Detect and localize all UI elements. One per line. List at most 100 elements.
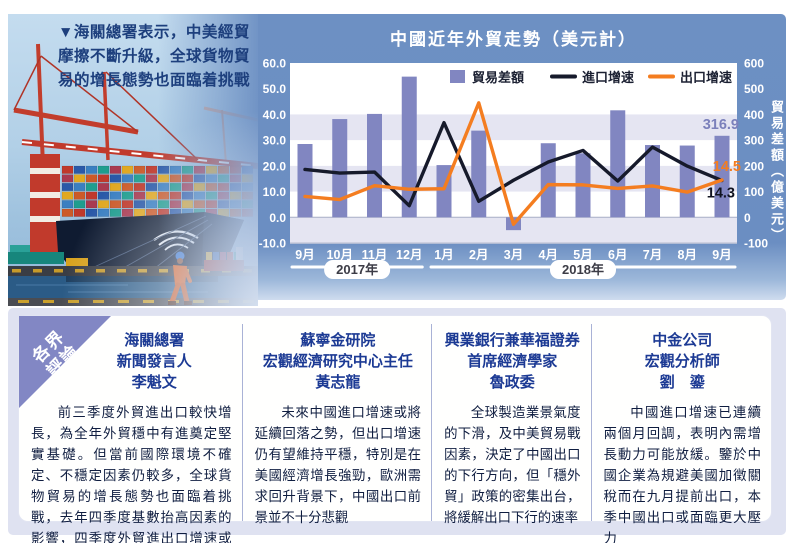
container: [217, 174, 230, 183]
month-label: 11月: [362, 248, 388, 262]
distant-ship-container: [206, 252, 212, 260]
container: [109, 208, 122, 217]
bar-9月: [297, 144, 313, 218]
container: [73, 191, 86, 200]
bar-6月: [610, 110, 626, 218]
trade-chart-panel: 中國近年外貿走勢（美元計） 貿易差額 進口增速 出口增速 60.0 50.0 40.0 30…: [232, 14, 786, 300]
container: [109, 174, 122, 183]
port-photo: ▼海關總署表示，中美經貿摩擦不斷升級，全球貨物貿易的增長態勢也面臨着挑戰: [8, 14, 258, 306]
commenter-title: 海關總署 新聞發言人 李魁文: [31, 330, 232, 393]
quay-container: [8, 252, 64, 264]
commentary-columns: 海關總署 新聞發言人 李魁文 前三季度外貿進出口較快增長，為全年外貿穩中有進奠定…: [19, 316, 771, 543]
left-axis-tick: 30.0: [263, 134, 287, 148]
right-axis-tick: 400: [744, 108, 764, 122]
bar-8月: [679, 145, 695, 218]
month-label: 2月: [469, 248, 488, 262]
role-name: 宏觀分析師: [644, 353, 720, 370]
comment-column-suning: 蘇寧金研院 宏觀經濟研究中心主任 黃志龍 未來中國進口增速或將延續回落之勢，但出…: [241, 324, 432, 525]
comment-body: 未來中國進口增速或將延續回落之勢，但出口增速仍有望維持平穩，特別是在美國經濟增長…: [254, 405, 422, 526]
legend-swatch-balance: [450, 70, 465, 83]
export-growth-line: [303, 101, 724, 226]
front-pier-stripe: [18, 300, 29, 303]
front-pier-stripe: [143, 300, 154, 303]
comment-column-cib: 興業銀行兼華福證券 首席經濟學家 魯政委 全球製造業景氣度的下滑，及中美貿易戰因…: [431, 324, 590, 525]
legend-label-balance: 貿易差額: [472, 70, 524, 85]
plot-background: [290, 63, 737, 243]
container: [85, 191, 98, 200]
container: [133, 165, 146, 174]
left-axis-tick: 50.0: [263, 82, 287, 96]
right-axis-title: 貿易差額（億美元）: [769, 100, 784, 244]
container: [229, 200, 242, 209]
container: [241, 174, 254, 183]
commenter-title: 蘇寧金研院 宏觀經濟研究中心主任 黃志龍: [255, 330, 422, 393]
container: [133, 182, 146, 192]
container: [241, 191, 254, 200]
role-name: 新聞發言人: [116, 353, 192, 370]
container: [61, 174, 74, 183]
container: [73, 208, 86, 217]
bar-2月: [471, 130, 487, 218]
container: [85, 174, 98, 183]
commentary-card: 各界 評論 海關總署 新聞發言人 李魁文 前三季度外貿進出口較快增長，為全年外貿…: [18, 315, 772, 543]
container: [181, 182, 194, 192]
container: [97, 208, 110, 217]
container: [205, 182, 218, 192]
month-label: 8月: [678, 248, 697, 262]
container: [85, 200, 98, 209]
container: [229, 191, 242, 200]
export-value-label: 14.5: [713, 159, 741, 175]
container: [217, 165, 230, 174]
container: [133, 200, 146, 209]
container: [109, 200, 122, 209]
container: [97, 191, 110, 200]
left-axis-tick: 10.0: [263, 185, 287, 199]
container: [133, 208, 146, 217]
container: [157, 174, 170, 183]
quay-stripe: [54, 269, 63, 273]
bar-9月: [714, 135, 730, 218]
person-name: 劉 鎏: [659, 374, 705, 391]
month-label: 9月: [295, 248, 314, 262]
tower-stripe: [30, 216, 60, 222]
container: [61, 208, 74, 217]
month-label: 7月: [643, 248, 662, 262]
right-axis-tick: 600: [744, 57, 764, 71]
container: [205, 174, 218, 183]
year-label: 2018年: [562, 262, 604, 277]
container: [157, 165, 170, 174]
left-axis-tick: 20.0: [263, 159, 287, 173]
plot-stripe-band: [290, 114, 737, 141]
front-pier-stripe: [193, 300, 204, 303]
container: [97, 174, 110, 183]
tower-stripe: [30, 168, 60, 174]
container: [61, 191, 74, 200]
bar-11月: [367, 113, 382, 218]
container: [241, 208, 254, 217]
front-pier-stripe: [43, 300, 54, 303]
month-label: 1月: [434, 248, 453, 262]
quay-stripe: [12, 269, 21, 273]
container: [169, 191, 182, 200]
front-pier-stripe: [243, 300, 254, 303]
tower-stripe: [30, 192, 60, 198]
quay-stripe: [117, 269, 126, 273]
commenter-title: 中金公司 宏觀分析師 劉 鎏: [604, 330, 761, 393]
right-axis-tick: 200: [744, 159, 764, 173]
container: [205, 200, 218, 209]
container: [205, 165, 218, 174]
container: [145, 174, 158, 183]
right-axis-tick: 300: [744, 134, 764, 148]
container: [157, 191, 170, 200]
import-growth-line: [303, 120, 724, 208]
commenter-title: 興業銀行兼華福證券 首席經濟學家 魯政委: [444, 330, 580, 393]
container: [73, 200, 86, 209]
comment-body: 前三季度外貿進出口較快增長，為全年外貿穩中有進奠定堅實基礎。但當前國際環境不確定…: [31, 405, 232, 543]
container: [193, 200, 206, 209]
worker-boot: [168, 301, 176, 305]
person-name: 魯政委: [489, 374, 535, 391]
left-axis-tick: 0.0: [269, 211, 286, 225]
container: [181, 191, 194, 200]
container: [97, 165, 110, 174]
distant-ship-bridge: [236, 247, 243, 260]
